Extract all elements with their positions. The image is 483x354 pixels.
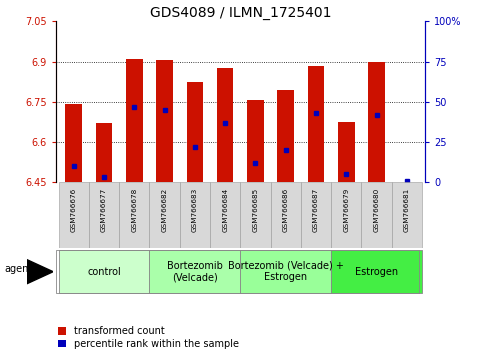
Text: Estrogen: Estrogen bbox=[355, 267, 398, 277]
Text: GSM766677: GSM766677 bbox=[101, 188, 107, 232]
Bar bbox=[241, 250, 331, 293]
Text: Bortezomib
(Velcade): Bortezomib (Velcade) bbox=[167, 261, 223, 282]
Bar bbox=[331, 250, 422, 293]
Text: agent: agent bbox=[5, 264, 33, 274]
Bar bbox=[65, 104, 82, 182]
Bar bbox=[149, 182, 180, 248]
Bar bbox=[126, 59, 142, 182]
Bar bbox=[119, 182, 149, 248]
Bar bbox=[186, 82, 203, 182]
Text: GSM766676: GSM766676 bbox=[71, 188, 77, 232]
Bar bbox=[392, 182, 422, 248]
Bar bbox=[58, 250, 149, 293]
Polygon shape bbox=[27, 259, 53, 284]
Text: Bortezomib (Velcade) +
Estrogen: Bortezomib (Velcade) + Estrogen bbox=[228, 261, 344, 282]
Bar bbox=[149, 250, 241, 293]
Bar bbox=[361, 182, 392, 248]
Text: GSM766679: GSM766679 bbox=[343, 188, 349, 232]
Bar bbox=[241, 182, 270, 248]
Text: control: control bbox=[87, 267, 121, 277]
Bar bbox=[331, 182, 361, 248]
Legend: transformed count, percentile rank within the sample: transformed count, percentile rank withi… bbox=[58, 326, 239, 349]
Text: GSM766682: GSM766682 bbox=[162, 188, 168, 232]
Text: GSM766681: GSM766681 bbox=[404, 188, 410, 232]
Text: GSM766683: GSM766683 bbox=[192, 188, 198, 232]
Title: GDS4089 / ILMN_1725401: GDS4089 / ILMN_1725401 bbox=[150, 6, 331, 20]
Text: GSM766687: GSM766687 bbox=[313, 188, 319, 232]
Bar bbox=[210, 182, 241, 248]
Text: GSM766678: GSM766678 bbox=[131, 188, 137, 232]
Bar bbox=[89, 182, 119, 248]
Text: GSM766685: GSM766685 bbox=[253, 188, 258, 232]
Bar bbox=[301, 182, 331, 248]
Bar bbox=[96, 123, 113, 182]
Bar bbox=[156, 60, 173, 182]
Text: GSM766680: GSM766680 bbox=[373, 188, 380, 232]
Bar bbox=[368, 62, 385, 182]
Bar bbox=[270, 182, 301, 248]
Bar bbox=[247, 101, 264, 182]
Bar bbox=[308, 65, 325, 182]
Bar bbox=[217, 68, 233, 182]
Text: GSM766684: GSM766684 bbox=[222, 188, 228, 232]
Bar bbox=[180, 182, 210, 248]
Bar bbox=[58, 182, 89, 248]
Text: GSM766686: GSM766686 bbox=[283, 188, 289, 232]
Bar bbox=[338, 122, 355, 182]
Bar bbox=[277, 90, 294, 182]
